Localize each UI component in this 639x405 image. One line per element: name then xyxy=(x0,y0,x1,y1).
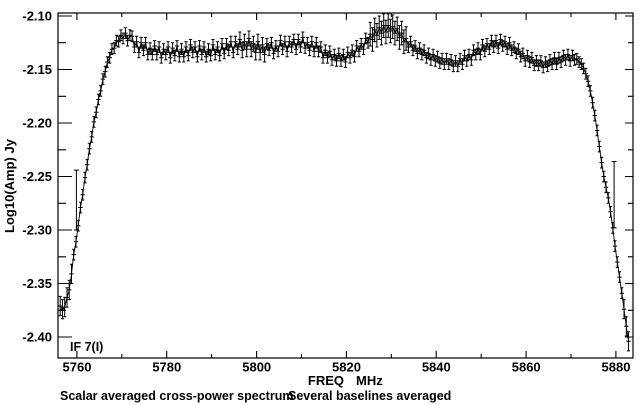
x-axis-unit: MHz xyxy=(356,373,383,388)
outlier-errorbars xyxy=(73,161,617,231)
y-axis-title: Log10(Amp) Jy xyxy=(2,138,17,233)
x-tick-label: 5820 xyxy=(332,360,361,375)
caption-right: Several baselines averaged xyxy=(288,389,451,403)
x-tick-label: 5840 xyxy=(422,360,451,375)
if-annotation: IF 7(I) xyxy=(70,340,103,354)
y-tick-label: -2.35 xyxy=(22,276,52,291)
y-tick-label: -2.30 xyxy=(22,223,52,238)
data-point-markers xyxy=(58,13,631,352)
x-tick-label: 5760 xyxy=(63,360,92,375)
caption-left: Scalar averaged cross-power spectrum xyxy=(60,389,293,403)
y-tick-label: -2.20 xyxy=(22,116,52,131)
y-tick-label: -2.40 xyxy=(22,330,52,345)
x-tick-label: 5780 xyxy=(152,360,181,375)
y-tick-label: -2.10 xyxy=(22,9,52,24)
x-tick-label: 5880 xyxy=(602,360,631,375)
y-tick-label: -2.15 xyxy=(22,62,52,77)
x-tick-label: 5860 xyxy=(512,360,541,375)
y-tick-label: -2.25 xyxy=(22,169,52,184)
x-tick-label: 5800 xyxy=(242,360,271,375)
axis-ticks xyxy=(58,13,633,358)
x-axis-title: FREQ xyxy=(308,373,344,388)
plot-frame-border xyxy=(57,12,634,359)
